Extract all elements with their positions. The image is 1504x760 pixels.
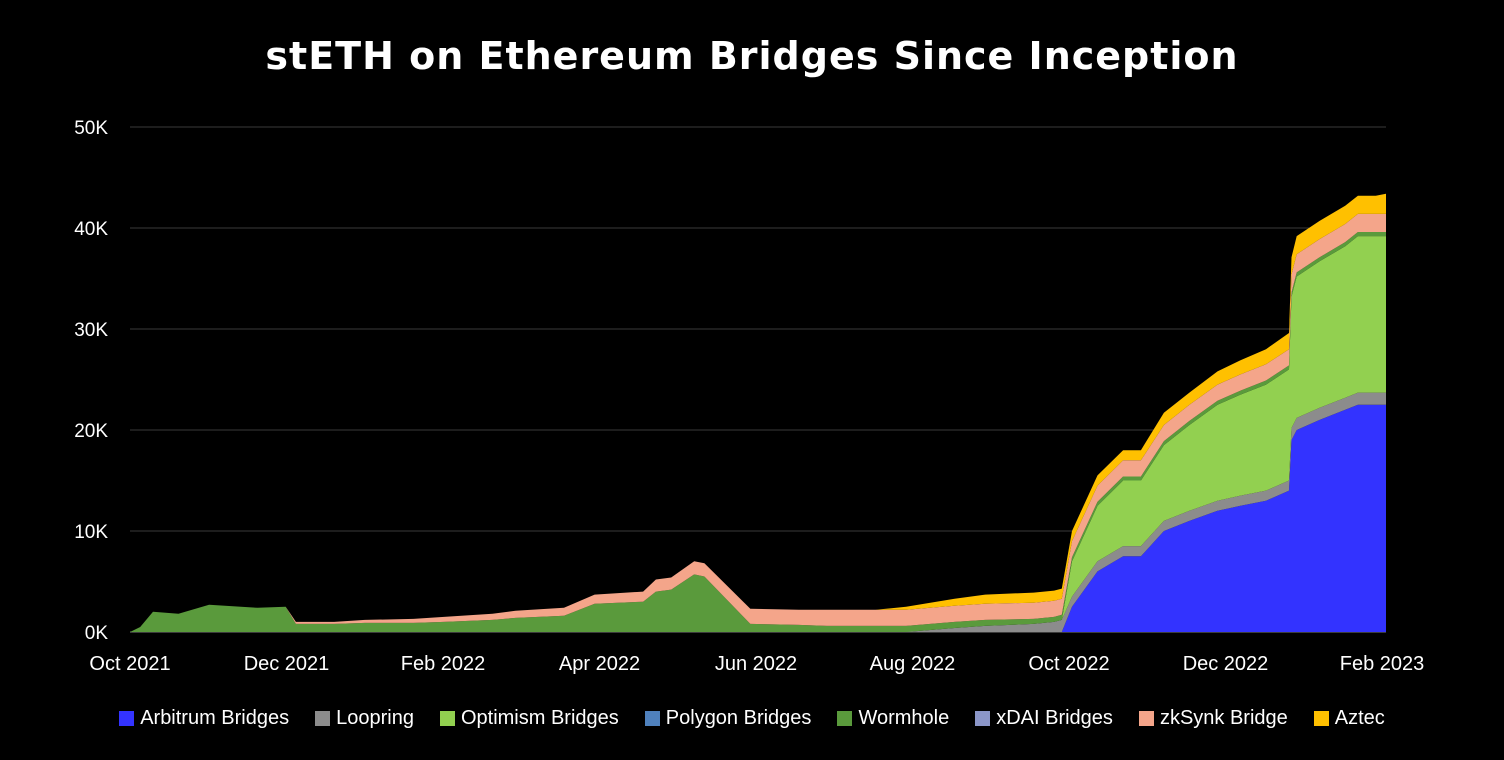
legend-label: Aztec [1334, 706, 1385, 729]
y-tick-label: 30K [74, 320, 108, 341]
legend-label: Arbitrum Bridges [140, 706, 290, 729]
legend-item: Loopring [315, 707, 414, 730]
y-tick-label: 0K [85, 623, 109, 644]
legend-label: xDAI Bridges [996, 706, 1113, 729]
legend-swatch [975, 710, 991, 726]
legend-item: Aztec [1313, 706, 1385, 730]
legend-swatch [1313, 710, 1329, 726]
x-tick-label: Dec 2021 [244, 653, 330, 675]
legend-item: Arbitrum Bridges [119, 707, 289, 730]
legend-label: zkSynk Bridge [1159, 706, 1288, 729]
x-axis-ticks: Oct 2021 Dec 2021 Feb 2022 Apr 2022 Jun 2022… [89, 653, 1424, 675]
legend-swatch [837, 710, 853, 726]
stacked-areas [130, 193, 1386, 632]
legend-swatch [1138, 710, 1154, 726]
legend-swatch [644, 710, 660, 726]
legend: Arbitrum Bridges Loopring Optimism Bridges… [0, 704, 1504, 732]
legend-item: Optimism Bridges [439, 706, 619, 730]
x-tick-label: Jun 2022 [715, 653, 797, 675]
y-tick-label: 10K [74, 522, 108, 543]
x-tick-label: Apr 2022 [559, 653, 640, 675]
legend-label: Loopring [336, 706, 414, 729]
chart-title: stETH on Ethereum Bridges Since Inceptio… [265, 34, 1239, 78]
x-tick-label: Oct 2021 [89, 653, 170, 675]
y-tick-label: 50K [74, 118, 108, 139]
area-arbitrum-bridges [130, 404, 1386, 632]
y-axis-ticks: 0K 10K 20K 30K 40K 50K [74, 118, 108, 644]
legend-label: Wormhole [858, 706, 950, 729]
x-tick-label: Feb 2022 [401, 653, 486, 675]
x-tick-label: Oct 2022 [1028, 653, 1109, 675]
x-tick-label: Dec 2022 [1183, 653, 1269, 675]
y-tick-label: 20K [74, 421, 108, 442]
legend-swatch [315, 710, 331, 726]
x-tick-label: Feb 2023 [1340, 653, 1425, 675]
legend-item: xDAI Bridges [975, 707, 1113, 730]
legend-label: Optimism Bridges [460, 706, 619, 729]
y-tick-label: 40K [74, 219, 108, 240]
legend-swatch [439, 710, 455, 726]
x-tick-label: Aug 2022 [870, 653, 956, 675]
legend-item: Wormhole [837, 707, 949, 730]
legend-item: Polygon Bridges [644, 706, 812, 730]
legend-item: zkSynk Bridge [1138, 706, 1288, 730]
legend-label: Polygon Bridges [665, 706, 812, 729]
legend-swatch [119, 710, 135, 726]
